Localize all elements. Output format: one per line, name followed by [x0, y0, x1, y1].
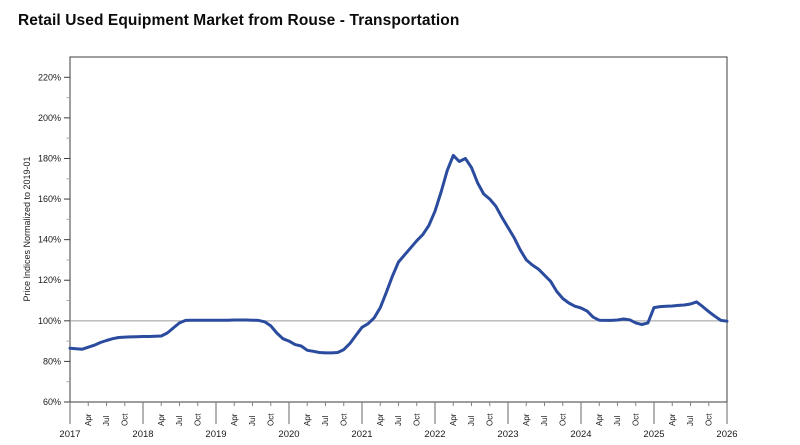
x-minor-label: Oct — [120, 413, 129, 426]
x-minor-label: Jul — [321, 416, 330, 426]
x-minor-label: Apr — [595, 413, 604, 426]
y-tick-label: 180% — [38, 153, 61, 163]
x-minor-label: Oct — [631, 413, 640, 426]
x-minor-label: Apr — [157, 413, 166, 426]
x-year-label: 2023 — [497, 429, 518, 440]
x-minor-label: Jul — [540, 416, 549, 426]
x-minor-label: Apr — [376, 413, 385, 426]
y-tick-label: 160% — [38, 194, 61, 204]
x-minor-label: Oct — [193, 413, 202, 426]
x-year-label: 2018 — [132, 429, 153, 440]
series-line-transportation — [68, 153, 729, 355]
x-minor-label: Apr — [84, 413, 93, 426]
x-minor-label: Oct — [558, 413, 567, 426]
x-year-label: 2022 — [424, 429, 445, 440]
x-minor-label: Apr — [522, 413, 531, 426]
x-minor-label: Apr — [230, 413, 239, 426]
x-year-label: 2019 — [205, 429, 226, 440]
y-tick-label: 60% — [43, 397, 61, 407]
x-minor-label: Jul — [613, 416, 622, 426]
x-minor-label: Apr — [449, 413, 458, 426]
x-minor-label: Jul — [467, 416, 476, 426]
x-minor-label: Jul — [102, 416, 111, 426]
x-minor-label: Oct — [704, 413, 713, 426]
x-year-label: 2024 — [570, 429, 591, 440]
y-tick-label: 220% — [38, 72, 61, 82]
y-tick-label: 120% — [38, 275, 61, 285]
x-year-label: 2026 — [716, 429, 737, 440]
y-tick-label: 100% — [38, 316, 61, 326]
x-minor-label: Apr — [668, 413, 677, 426]
x-minor-label: Oct — [485, 413, 494, 426]
x-minor-label: Oct — [266, 413, 275, 426]
x-minor-label: Oct — [412, 413, 421, 426]
x-year-label: 2017 — [59, 429, 80, 440]
x-minor-label: Oct — [339, 413, 348, 426]
x-year-label: 2020 — [278, 429, 299, 440]
x-minor-label: Jul — [248, 416, 257, 426]
x-minor-label: Apr — [303, 413, 312, 426]
y-tick-label: 80% — [43, 356, 61, 366]
x-minor-label: Jul — [686, 416, 695, 426]
x-minor-label: Jul — [175, 416, 184, 426]
x-year-label: 2021 — [351, 429, 372, 440]
plot-frame — [69, 56, 728, 403]
x-year-label: 2025 — [643, 429, 664, 440]
x-minor-label: Jul — [394, 416, 403, 426]
y-tick-label: 200% — [38, 113, 61, 123]
chart-title: Retail Used Equipment Market from Rouse … — [18, 12, 460, 29]
y-tick-label: 140% — [38, 235, 61, 245]
